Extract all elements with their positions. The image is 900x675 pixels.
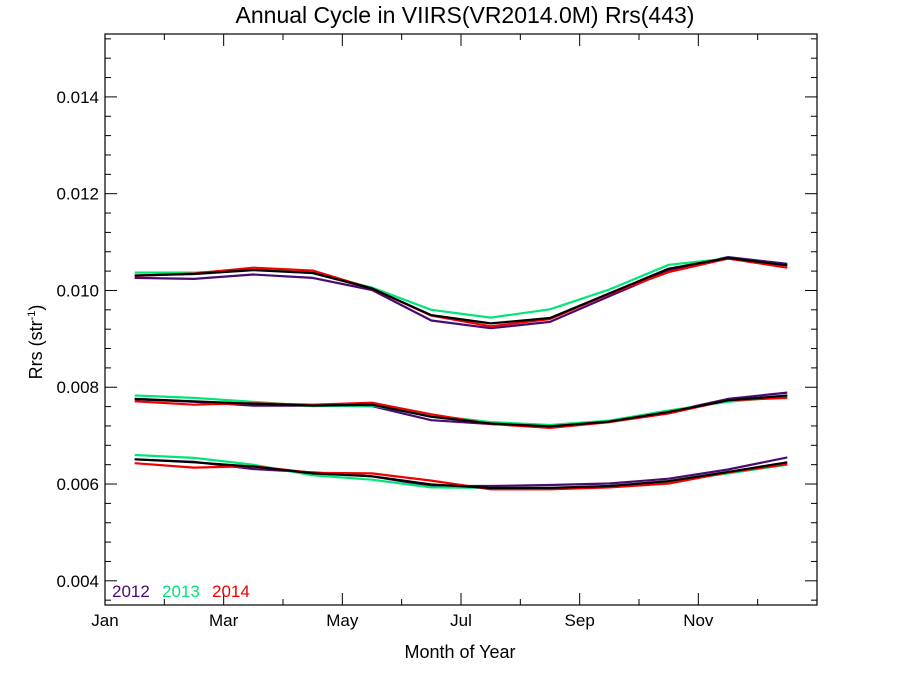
y-tick-label: 0.012 [56, 185, 99, 204]
y-tick-label: 0.008 [56, 378, 99, 397]
x-tick-label: Nov [683, 611, 714, 630]
series-line-high-2014 [134, 257, 788, 328]
series-line-high-mean [134, 256, 788, 325]
legend-entry-2013: 2013 [162, 582, 200, 601]
y-tick-label: 0.014 [56, 88, 99, 107]
series-line-low-mean [134, 458, 788, 489]
x-tick-label: Jul [450, 611, 472, 630]
x-tick-label: Jan [91, 611, 118, 630]
chart-title: Annual Cycle in VIIRS(VR2014.0M) Rrs(443… [236, 2, 695, 28]
y-axis-label-base: Rrs (str [26, 320, 46, 379]
y-axis-label-superscript: -1 [26, 311, 38, 321]
y-axis-label-end: ) [26, 305, 46, 311]
legend: 2012 2013 2014 [112, 582, 250, 601]
x-tick-label: Mar [209, 611, 239, 630]
y-axis-label: Rrs (str-1) [26, 305, 46, 380]
y-tick-label: 0.010 [56, 281, 99, 300]
x-axis-label: Month of Year [404, 642, 515, 662]
legend-entry-2014: 2014 [212, 582, 250, 601]
axis-ticks: Jan Mar May Jul Sep Nov 0.004 0.006 0.008 0.010 0.… [56, 34, 817, 630]
series-line-low-2013 [134, 453, 788, 490]
x-tick-label: Sep [565, 611, 595, 630]
legend-entry-2012: 2012 [112, 582, 150, 601]
x-tick-label: May [326, 611, 359, 630]
y-tick-label: 0.004 [56, 572, 99, 591]
series-lines [134, 256, 788, 491]
series-line-high-2012 [134, 256, 788, 330]
y-tick-label: 0.006 [56, 475, 99, 494]
series-line-mid-mean [134, 394, 788, 428]
